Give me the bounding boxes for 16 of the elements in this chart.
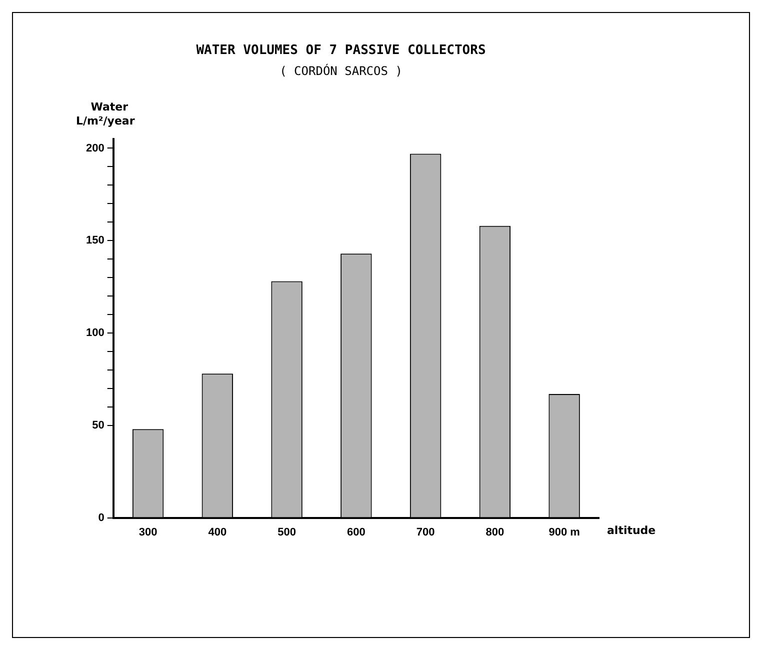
chart-subtitle: ( CORDÓN SARCOS ) — [280, 62, 402, 78]
x-tick-label: 600 — [346, 526, 366, 538]
x-tick-label: 500 — [278, 526, 296, 538]
y-tick-label: 0 — [98, 512, 104, 524]
x-tick-label: 800 — [486, 526, 504, 538]
x-tick-label: 300 — [138, 526, 158, 538]
x-tick-label: 400 — [208, 526, 227, 538]
x-tick-label: 900 m — [548, 526, 580, 538]
y-tick-label: 100 — [86, 327, 104, 340]
y-axis-title: Water L/m²/year — [76, 100, 136, 128]
x-tick-label: 700 — [416, 526, 435, 538]
y-tick-label: 150 — [86, 234, 104, 247]
y-tick-label: 200 — [86, 142, 104, 154]
chart-title: WATER VOLUMES OF 7 PASSIVE COLLECTORS — [196, 43, 486, 58]
y-tick-label: 50 — [92, 419, 104, 432]
x-axis-title: altitude — [607, 524, 656, 538]
